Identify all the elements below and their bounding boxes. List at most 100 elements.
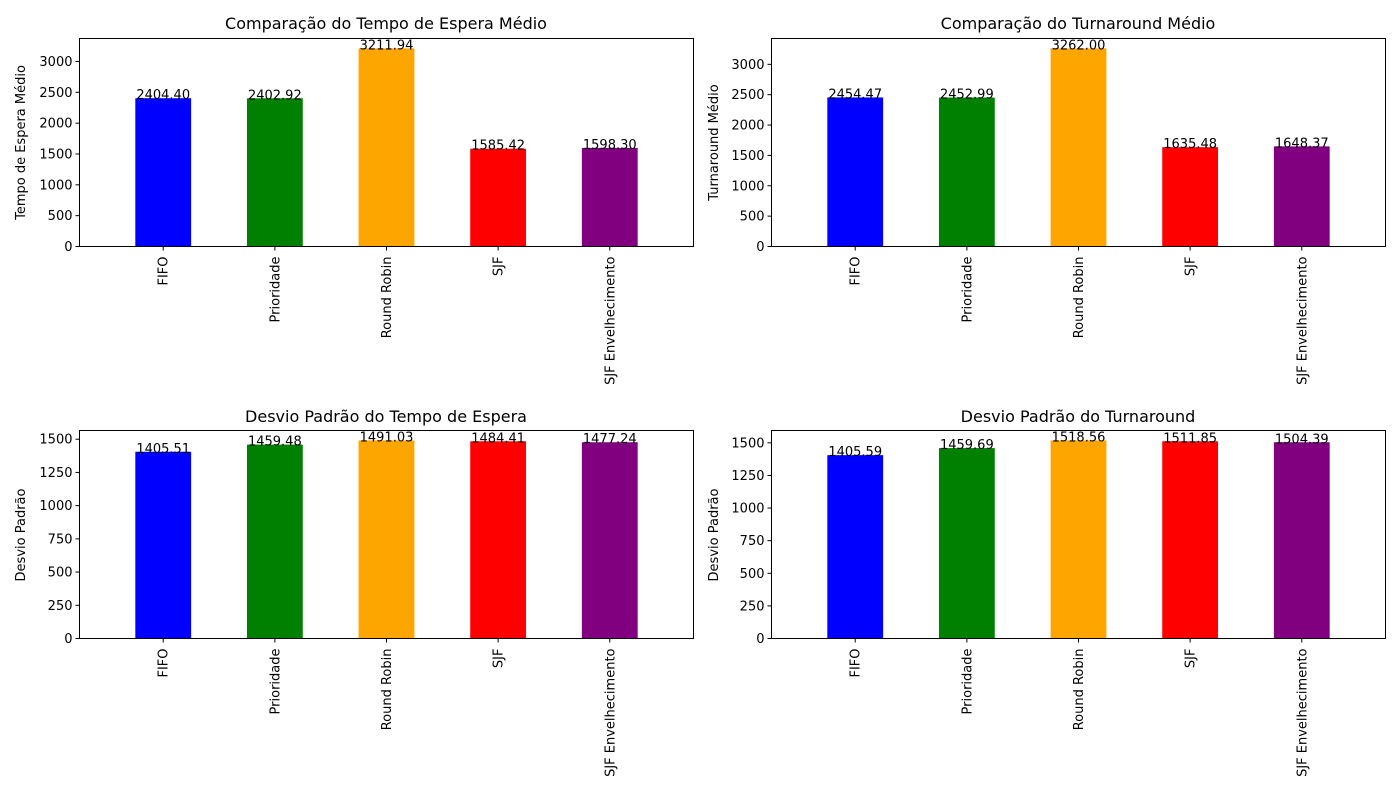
y-tick-label: 3000 [39,55,72,70]
bar-value-label: 1491.03 [360,430,414,445]
y-ticks: 0 250 500 750 1000 1250 1500 [39,433,80,647]
bar [938,448,995,639]
bar [135,98,192,247]
x-tick-label: Prioridade [268,257,283,323]
y-tick-label: 500 [48,566,73,581]
x-ticks: FIFO Prioridade Round Robin SJF SJF Envelhec… [157,638,618,777]
y-tick-label: 750 [48,532,73,547]
bars: 2454.47 2452.99 3262.00 1635.48 1648.37 [827,38,1330,247]
y-tick-label: 1500 [731,149,764,164]
x-tick-label: Prioridade [960,257,975,323]
bar-value-label: 1477.24 [583,432,637,447]
y-tick-label: 3000 [731,58,764,73]
bar [358,440,415,639]
chart-title: Desvio Padrão do Tempo de Espera [245,407,527,426]
chart-title: Comparação do Tempo de Espera Médio [225,14,547,33]
y-tick-label: 1500 [731,436,764,451]
x-tick-label: SJF [492,257,507,277]
bar-value-label: 1598.30 [583,138,637,153]
x-tick-label: Prioridade [268,649,283,715]
bars: 1405.59 1459.69 1518.56 1511.85 1504.39 [827,430,1330,639]
y-tick-label: 500 [740,210,765,225]
bar [1273,442,1330,639]
bar-value-label: 1484.41 [471,431,525,446]
y-tick-label: 1000 [731,179,764,194]
bar [1050,48,1107,247]
plot-frame [771,430,1386,639]
chart-turnaround-stddev: Desvio Padrão do Turnaround Desvio Padrã… [707,407,1386,777]
bar-value-label: 2402.92 [248,88,302,103]
bar-value-label: 1648.37 [1275,136,1329,151]
bar [246,98,303,247]
x-ticks: FIFO Prioridade Round Robin SJF SJF Envelhec… [849,638,1310,777]
x-tick-label: FIFO [157,257,172,286]
x-tick-label: Round Robin [380,649,395,731]
bar [1162,441,1219,639]
bar [1050,440,1107,639]
chart-title: Comparação do Turnaround Médio [941,14,1216,33]
x-tick-label: SJF [1184,649,1199,669]
y-tick-label: 1500 [39,433,72,448]
bar-value-label: 1635.48 [1163,137,1217,152]
bar [470,441,527,639]
bar [827,455,884,639]
bar-value-label: 1585.42 [471,139,525,154]
y-axis-label: Tempo de Espera Médio [14,65,29,221]
bar [581,442,638,639]
y-tick-label: 500 [740,567,765,582]
bar-value-label: 1405.51 [136,442,190,457]
y-tick-label: 2500 [39,86,72,101]
x-tick-label: Prioridade [960,649,975,715]
y-ticks: 0 500 1000 1500 2000 2500 3000 [39,55,80,255]
y-tick-label: 250 [740,599,765,614]
bar [1273,146,1330,247]
bar-value-label: 1459.48 [248,435,302,450]
bar [581,147,638,247]
y-tick-label: 0 [756,632,764,647]
chart-wait-time-stddev: Desvio Padrão do Tempo de Espera Desvio … [14,407,694,777]
y-tick-label: 2000 [731,119,764,134]
bar-value-label: 1511.85 [1163,431,1217,446]
chart-wait-time-mean: Comparação do Tempo de Espera Médio Temp… [14,14,694,385]
x-tick-label: Round Robin [380,257,395,339]
y-tick-label: 1000 [39,499,72,514]
y-tick-label: 1500 [39,147,72,162]
plot-frame [79,38,694,247]
y-axis-label: Turnaround Médio [707,84,722,201]
x-tick-label: Round Robin [1072,649,1087,731]
bar [246,444,303,639]
x-tick-label: SJF Envelhecimento [1295,648,1310,776]
bar-value-label: 1459.69 [940,438,994,453]
y-tick-label: 1000 [731,502,764,517]
bars: 2404.40 2402.92 3211.94 1585.42 1598.30 [135,38,638,247]
x-tick-label: SJF Envelhecimento [1295,256,1310,384]
x-tick-label: FIFO [849,257,864,286]
chart-title: Desvio Padrão do Turnaround [961,407,1196,426]
y-tick-label: 750 [740,534,765,549]
bar-value-label: 3211.94 [360,38,414,53]
y-tick-label: 0 [64,632,72,647]
bar-value-label: 3262.00 [1052,38,1106,53]
y-tick-label: 250 [48,599,73,614]
y-tick-label: 2000 [39,117,72,132]
x-tick-label: SJF [492,649,507,669]
y-tick-label: 2500 [731,88,764,103]
bar-value-label: 1405.59 [828,445,882,460]
bar [827,97,884,247]
y-tick-label: 1250 [731,469,764,484]
y-tick-label: 0 [756,240,764,255]
bar [938,97,995,247]
plot-frame [79,430,694,639]
bars: 1405.51 1459.48 1491.03 1484.41 1477.24 [135,430,638,639]
bar-value-label: 2454.47 [828,87,882,102]
y-tick-label: 0 [64,240,72,255]
y-tick-label: 500 [48,209,73,224]
y-tick-label: 1000 [39,178,72,193]
bar-value-label: 2404.40 [136,88,190,103]
bar-value-label: 1504.39 [1275,432,1329,447]
chart-turnaround-mean: Comparação do Turnaround Médio Turnaroun… [707,14,1386,385]
x-tick-label: SJF Envelhecimento [603,648,618,776]
x-ticks: FIFO Prioridade Round Robin SJF SJF Envelhec… [157,246,618,385]
bar [358,48,415,247]
